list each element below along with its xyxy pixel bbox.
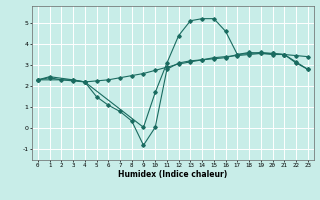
X-axis label: Humidex (Indice chaleur): Humidex (Indice chaleur) xyxy=(118,170,228,179)
